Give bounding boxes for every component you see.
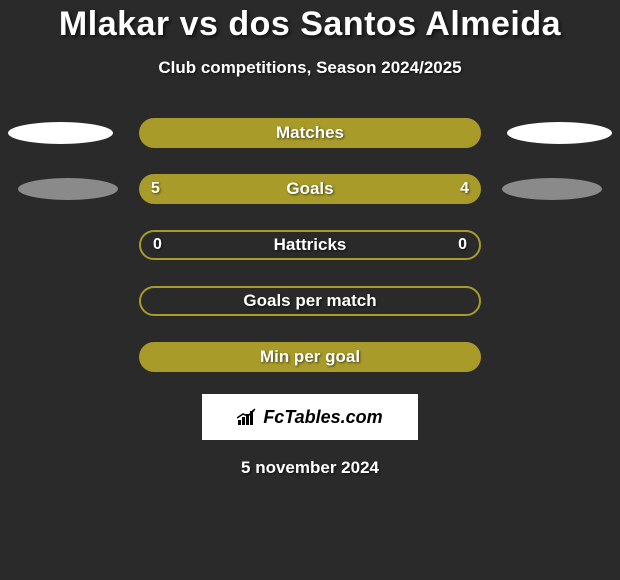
page-title: Mlakar vs dos Santos Almeida	[0, 5, 620, 44]
stat-row: Goals 5 4	[0, 174, 620, 204]
bar: Goals 5 4	[139, 174, 481, 204]
marker-left	[8, 122, 113, 144]
date-text: 5 november 2024	[0, 458, 620, 478]
stat-row: Matches	[0, 118, 620, 148]
marker-right	[507, 122, 612, 144]
stat-bar: Goals 5 4	[139, 174, 481, 204]
bar: Matches	[139, 118, 481, 148]
stat-bar: Matches	[139, 118, 481, 148]
stat-bar: Hattricks 0 0	[139, 230, 481, 260]
comparison-infographic: Mlakar vs dos Santos Almeida Club compet…	[0, 0, 620, 478]
logo-text: FcTables.com	[263, 407, 382, 428]
stat-value-right: 4	[460, 180, 469, 198]
marker-right	[502, 178, 602, 200]
stat-label: Hattricks	[274, 235, 347, 255]
chart-icon	[237, 408, 259, 426]
bar: Goals per match	[139, 286, 481, 316]
stat-row: Goals per match	[0, 286, 620, 316]
stat-row: Hattricks 0 0	[0, 230, 620, 260]
stat-bar: Min per goal	[139, 342, 481, 372]
stat-bar: Goals per match	[139, 286, 481, 316]
stat-label: Matches	[276, 123, 344, 143]
stat-label: Goals per match	[243, 291, 376, 311]
logo-box: FcTables.com	[202, 394, 418, 440]
stat-value-right: 0	[458, 236, 467, 254]
bar: Min per goal	[139, 342, 481, 372]
subtitle: Club competitions, Season 2024/2025	[0, 58, 620, 78]
stat-value-left: 5	[151, 180, 160, 198]
stat-rows: Matches Goals 5 4 Hattricks 0 0 Goals per match…	[0, 118, 620, 372]
stat-row: Min per goal	[0, 342, 620, 372]
stat-label: Min per goal	[260, 347, 360, 367]
stat-label: Goals	[286, 179, 333, 199]
marker-left	[18, 178, 118, 200]
stat-value-left: 0	[153, 236, 162, 254]
bar: Hattricks 0 0	[139, 230, 481, 260]
